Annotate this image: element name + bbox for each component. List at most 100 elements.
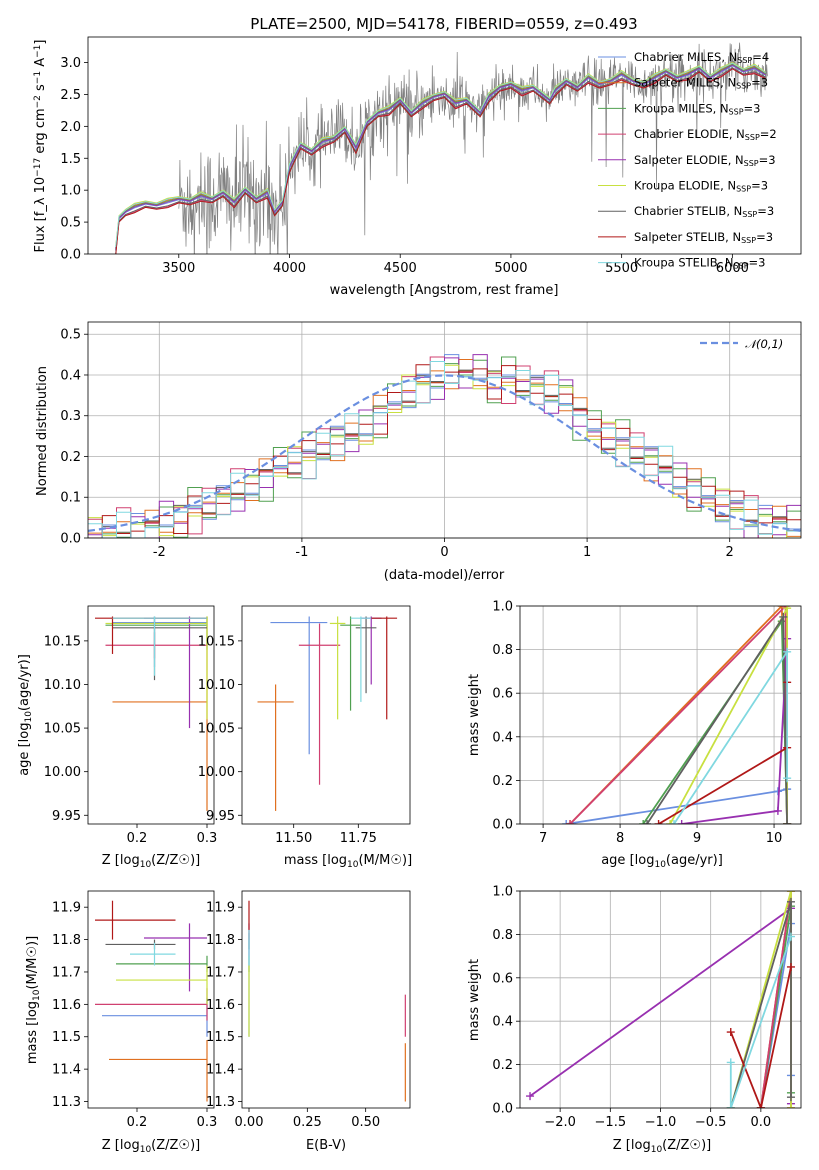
y-tick-label: 0.0 bbox=[492, 818, 513, 833]
x-tick-label: 0.3 bbox=[197, 831, 218, 846]
model-spectrum-line bbox=[115, 63, 766, 248]
legend-entry: Kroupa ELODIE, NSSP=3 bbox=[634, 179, 768, 194]
axes-frame bbox=[87, 890, 215, 1109]
y-tick-label: 0.6 bbox=[492, 687, 513, 702]
x-tick-label: 0.00 bbox=[235, 1115, 264, 1130]
model-spectrum-line bbox=[115, 63, 766, 249]
x-tick-label: 10 bbox=[766, 831, 783, 846]
legend-text: Salpeter STELIB, N bbox=[634, 230, 741, 244]
y-tick-label: 10.10 bbox=[44, 678, 81, 693]
weight-marker bbox=[639, 820, 648, 824]
weight-marker bbox=[726, 1058, 735, 1067]
y-tick-label: 10.05 bbox=[44, 722, 81, 737]
y-tick-label: 0.0 bbox=[60, 248, 81, 263]
weight-marker bbox=[756, 1104, 765, 1108]
y-tick-label: 11.8 bbox=[52, 933, 81, 948]
y-tick-label: 11.5 bbox=[52, 1030, 81, 1045]
x-tick-label: 5000 bbox=[494, 261, 527, 276]
legend-text: =3 bbox=[759, 153, 776, 167]
mass-vs-metallicity-panel: 0.2 0.3 11.3 11.4 11.5 11.6 11.7 11.8 11.9 Z [log… bbox=[25, 890, 217, 1155]
age-vs-mass-panel: 11.50 11.75 9.95 10.00 10.05 10.10 10.15 mass [… bbox=[198, 605, 412, 870]
legend-text: SSP bbox=[737, 56, 752, 65]
y-tick-label: 11.5 bbox=[206, 1030, 235, 1045]
x-tick-label: 7 bbox=[539, 831, 547, 846]
y-tick-label: 0.4 bbox=[492, 730, 513, 745]
residual-legend: 𝒩(0,1) bbox=[700, 337, 783, 351]
weight-marker bbox=[786, 1104, 795, 1108]
x-axis-label: Z [log10(Z/Z☉)] bbox=[102, 853, 200, 870]
weight-marker bbox=[773, 806, 782, 815]
y-tick-label: 1.0 bbox=[492, 885, 513, 900]
x-tick-label: -2 bbox=[153, 545, 166, 560]
weight-marker bbox=[562, 820, 571, 824]
y-tick-label: 10.00 bbox=[198, 765, 235, 780]
y-tick-label: 9.95 bbox=[52, 809, 81, 824]
x-tick-label: -1 bbox=[295, 545, 308, 560]
weight-line bbox=[569, 606, 788, 824]
x-tick-label: 4000 bbox=[273, 261, 306, 276]
legend-text: SSP bbox=[741, 236, 756, 245]
legend-text: SSP bbox=[742, 211, 757, 220]
plot-area bbox=[526, 891, 795, 1108]
legend-text: SSP bbox=[736, 185, 751, 194]
model-spectrum-line bbox=[115, 67, 766, 254]
mass-vs-extinction-panel: 0.00 0.25 0.50 11.3 11.4 11.5 11.6 11.7 11.8 11.9… bbox=[206, 890, 411, 1153]
legend-text: SSP bbox=[736, 82, 751, 91]
y-tick-label: 11.6 bbox=[206, 998, 235, 1013]
weight-marker bbox=[654, 820, 663, 824]
legend-entry: Chabrier MILES, NSSP=4 bbox=[634, 50, 769, 65]
y-tick-label: 0.5 bbox=[60, 328, 81, 343]
x-tick-label: 3500 bbox=[162, 261, 195, 276]
weight-marker bbox=[786, 897, 795, 906]
weight-marker bbox=[669, 820, 678, 824]
weight-marker bbox=[566, 820, 575, 824]
spectrum-legend: Chabrier MILES, NSSP=4 Salpeter MILES, NS… bbox=[598, 50, 777, 271]
weight-marker bbox=[666, 820, 675, 824]
y-tick-label: 0.2 bbox=[60, 450, 81, 465]
model-spectrum-line bbox=[115, 61, 766, 247]
x-tick-label: 4500 bbox=[384, 261, 417, 276]
x-tick-label: −0.5 bbox=[695, 1115, 727, 1130]
legend-entry: Salpeter MILES, NSSP=3 bbox=[634, 76, 768, 91]
y-tick-label: 9.95 bbox=[206, 809, 235, 824]
y-tick-label: 0.2 bbox=[492, 774, 513, 789]
y-tick-label: 11.9 bbox=[206, 901, 235, 916]
weight-marker bbox=[779, 612, 788, 621]
weight-line bbox=[760, 891, 792, 1108]
y-tick-label: 2.5 bbox=[60, 88, 81, 103]
y-axis-label: Normed distribution bbox=[35, 366, 50, 496]
y-axis-label: mass weight bbox=[467, 959, 482, 1041]
y-tick-label: 11.4 bbox=[206, 1063, 235, 1078]
x-tick-label: 0.25 bbox=[293, 1115, 322, 1130]
model-spectrum-line bbox=[115, 65, 766, 251]
axes-frame bbox=[519, 890, 802, 1109]
x-axis-label: (data-model)/error bbox=[384, 568, 505, 583]
x-tick-label: 0.50 bbox=[351, 1115, 380, 1130]
x-tick-label: 0.0 bbox=[751, 1115, 772, 1130]
plot-area bbox=[88, 354, 801, 538]
y-axis-label: mass weight bbox=[467, 674, 482, 756]
axes-frame bbox=[87, 321, 802, 539]
x-tick-label: 9 bbox=[693, 831, 701, 846]
legend-text: =3 bbox=[749, 256, 766, 270]
y-tick-label: 0.1 bbox=[60, 491, 81, 506]
x-tick-label: 0.2 bbox=[127, 831, 148, 846]
weight-marker bbox=[786, 891, 795, 895]
axes-frame bbox=[87, 36, 802, 255]
legend-text: =4 bbox=[752, 50, 769, 64]
y-tick-label: 11.7 bbox=[52, 965, 81, 980]
legend-text: SSP bbox=[744, 159, 759, 168]
x-tick-label: −2.0 bbox=[544, 1115, 576, 1130]
y-tick-label: 1.0 bbox=[60, 184, 81, 199]
plot-area bbox=[248, 900, 406, 1102]
plot-area bbox=[115, 42, 769, 254]
spectrum-panel: 3500 4000 4500 5000 5500 6000 0.0 0.5 1.0 1.5 2.0 2… bbox=[33, 36, 802, 298]
y-tick-label: 0.0 bbox=[60, 532, 81, 547]
x-axis-label: age [log10(age/yr)] bbox=[601, 853, 723, 870]
y-tick-label: 2.0 bbox=[60, 120, 81, 135]
legend-text: =2 bbox=[760, 127, 777, 141]
weight-marker bbox=[783, 820, 792, 824]
y-tick-label: 10.10 bbox=[198, 678, 235, 693]
y-tick-label: 0.3 bbox=[60, 409, 81, 424]
legend-entry: Kroupa MILES, NSSP=3 bbox=[634, 101, 760, 116]
